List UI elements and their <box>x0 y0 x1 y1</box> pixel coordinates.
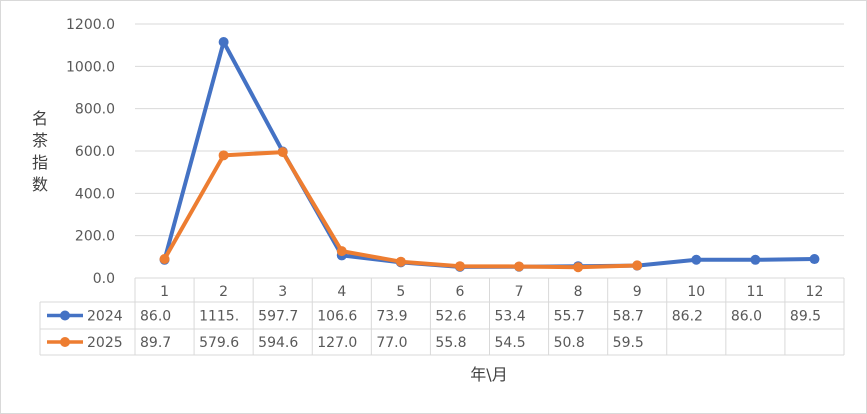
x-tick-label: 4 <box>337 284 346 300</box>
y-axis-ticks: 0.0 200.0 400.0 600.0 800.0 1000.0 1200.0 <box>66 17 115 287</box>
table-value-cell: 55.8 <box>435 335 466 351</box>
table-value-cell: 59.5 <box>613 335 644 351</box>
data-point <box>454 261 465 272</box>
x-tick-label: 2 <box>219 284 228 300</box>
table-value-cell: 52.6 <box>435 309 466 325</box>
gridlines <box>135 23 844 279</box>
y-axis-title-char: 数 <box>32 175 48 194</box>
table-value-cell: 86.2 <box>672 309 703 325</box>
x-axis-title: 年\月 <box>470 365 507 384</box>
legend-key-marker <box>60 310 70 321</box>
x-tick-label: 3 <box>278 284 287 300</box>
data-point <box>632 260 643 271</box>
table-value-cell: 1115. <box>199 309 239 325</box>
data-point <box>336 246 347 257</box>
table-value-cell: 55.7 <box>554 309 585 325</box>
table-value-cell: 106.6 <box>317 309 357 325</box>
data-point <box>218 150 229 161</box>
table-value-cell: 86.0 <box>731 309 762 325</box>
data-point <box>277 147 288 158</box>
series-lines <box>159 36 820 273</box>
data-point <box>395 256 406 267</box>
table-value-cell: 89.7 <box>140 335 171 351</box>
y-tick-label: 0.0 <box>93 271 115 287</box>
y-tick-label: 1200.0 <box>66 17 115 33</box>
y-tick-label: 600.0 <box>75 144 115 160</box>
x-tick-label: 6 <box>455 284 464 300</box>
x-tick-label: 5 <box>396 284 405 300</box>
data-point <box>750 254 761 265</box>
data-point <box>691 254 702 265</box>
legend-series-name: 2024 <box>87 309 123 325</box>
x-tick-label: 9 <box>633 284 642 300</box>
legend-series-name: 2025 <box>87 335 123 351</box>
x-tick-label: 8 <box>574 284 583 300</box>
y-axis-title-char: 名 <box>32 109 48 128</box>
table-value-cell: 86.0 <box>140 309 171 325</box>
data-point <box>159 254 170 265</box>
legend-key-marker <box>60 337 70 347</box>
series-line <box>162 150 640 270</box>
table-value-cell: 53.4 <box>495 309 526 325</box>
table-value-cell: 77.0 <box>376 335 407 351</box>
table-value-cell: 50.8 <box>554 335 585 351</box>
y-tick-label: 400.0 <box>75 186 115 202</box>
data-point <box>514 261 525 272</box>
table-value-cell: 89.5 <box>790 309 821 325</box>
x-tick-label: 11 <box>746 284 764 300</box>
y-tick-label: 800.0 <box>75 102 115 118</box>
series-2025 <box>159 147 643 273</box>
y-axis-title-char: 茶 <box>32 131 48 150</box>
table-value-cell: 597.7 <box>258 309 298 325</box>
y-axis-title-char: 指 <box>32 153 48 172</box>
x-tick-label: 12 <box>806 284 824 300</box>
data-point <box>809 254 820 265</box>
x-tick-label: 7 <box>515 284 524 300</box>
table-value-cell: 54.5 <box>495 335 526 351</box>
y-tick-label: 1000.0 <box>66 59 115 75</box>
data-point <box>218 36 229 47</box>
table-value-cell: 73.9 <box>376 309 407 325</box>
x-tick-label: 10 <box>687 284 705 300</box>
table-value-cell: 127.0 <box>317 335 357 351</box>
table-value-cell: 594.6 <box>258 335 298 351</box>
table-value-cell: 579.6 <box>199 335 239 351</box>
data-point <box>573 262 584 273</box>
table-value-cell: 58.7 <box>613 309 644 325</box>
x-tick-label: 1 <box>160 284 169 300</box>
y-tick-label: 200.0 <box>75 229 115 245</box>
